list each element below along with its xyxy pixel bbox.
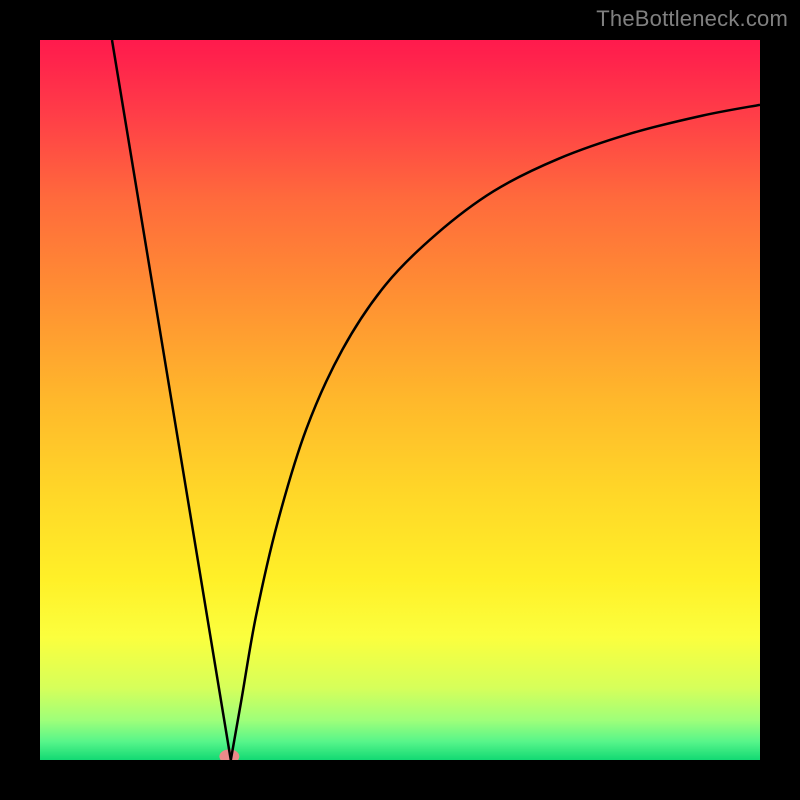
watermark-text: TheBottleneck.com [596,6,788,32]
gradient-background [40,40,760,760]
chart-container: TheBottleneck.com [0,0,800,800]
plot-area [40,40,760,760]
